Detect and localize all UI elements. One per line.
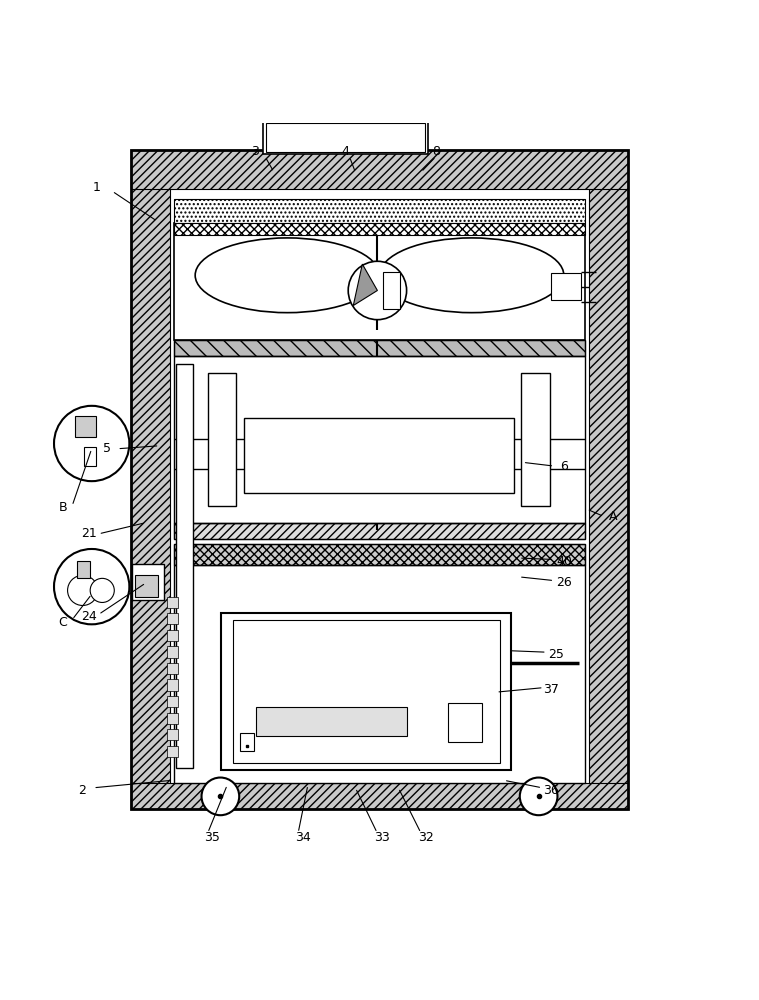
Bar <box>174 544 585 565</box>
Bar <box>167 630 178 641</box>
Bar <box>222 613 512 770</box>
Bar <box>232 620 500 763</box>
Bar <box>208 373 236 506</box>
Bar <box>174 356 585 523</box>
Text: 33: 33 <box>374 831 389 844</box>
Bar <box>167 646 178 658</box>
Text: 21: 21 <box>81 527 97 540</box>
Bar <box>448 703 483 742</box>
Bar <box>167 597 178 608</box>
Circle shape <box>520 778 557 815</box>
Bar <box>132 564 164 600</box>
Text: 8: 8 <box>432 145 440 158</box>
Text: 37: 37 <box>543 683 559 696</box>
Text: 1: 1 <box>93 181 101 194</box>
Bar <box>131 150 628 189</box>
Bar <box>174 223 585 235</box>
Bar <box>131 150 628 809</box>
Bar <box>167 729 178 740</box>
Bar <box>135 575 158 597</box>
Circle shape <box>202 778 239 815</box>
Polygon shape <box>353 264 377 306</box>
Bar <box>174 340 585 356</box>
Bar <box>131 150 170 809</box>
Circle shape <box>54 549 129 624</box>
Circle shape <box>348 261 407 320</box>
Bar <box>167 746 178 757</box>
Text: 36: 36 <box>543 784 559 797</box>
Bar <box>240 733 254 751</box>
Bar <box>244 418 514 493</box>
Text: 5: 5 <box>102 442 111 455</box>
Bar <box>77 561 90 578</box>
Ellipse shape <box>380 238 564 313</box>
Text: 4: 4 <box>342 145 350 158</box>
Bar <box>131 783 628 809</box>
Bar <box>383 272 400 309</box>
Text: C: C <box>58 616 68 629</box>
Bar <box>174 199 585 223</box>
Bar <box>266 123 425 152</box>
Text: 25: 25 <box>549 648 565 661</box>
Bar <box>551 273 581 300</box>
Bar <box>174 223 585 340</box>
Bar <box>167 713 178 724</box>
Text: 26: 26 <box>556 576 572 589</box>
Text: B: B <box>58 501 68 514</box>
Bar <box>174 340 585 356</box>
Bar <box>256 707 407 736</box>
Bar <box>174 523 585 539</box>
Text: 24: 24 <box>81 610 97 623</box>
Circle shape <box>68 575 98 605</box>
Text: 34: 34 <box>294 831 310 844</box>
Text: 40: 40 <box>556 555 572 568</box>
Bar <box>521 373 550 506</box>
Bar <box>167 613 178 624</box>
Bar <box>167 679 178 691</box>
Text: A: A <box>609 510 617 523</box>
Text: 32: 32 <box>418 831 434 844</box>
Bar <box>167 663 178 674</box>
Circle shape <box>90 578 115 602</box>
Bar <box>176 364 193 768</box>
Text: 6: 6 <box>560 460 568 473</box>
Bar <box>75 416 96 437</box>
Text: 3: 3 <box>251 145 259 158</box>
Bar <box>167 696 178 707</box>
Bar <box>174 565 585 783</box>
Bar <box>589 150 628 809</box>
Bar <box>174 544 585 565</box>
Bar <box>174 523 585 539</box>
Ellipse shape <box>195 238 380 313</box>
Bar <box>263 120 429 154</box>
Circle shape <box>54 406 129 481</box>
Text: 35: 35 <box>204 831 220 844</box>
Text: 2: 2 <box>78 784 86 797</box>
Bar <box>84 447 96 466</box>
